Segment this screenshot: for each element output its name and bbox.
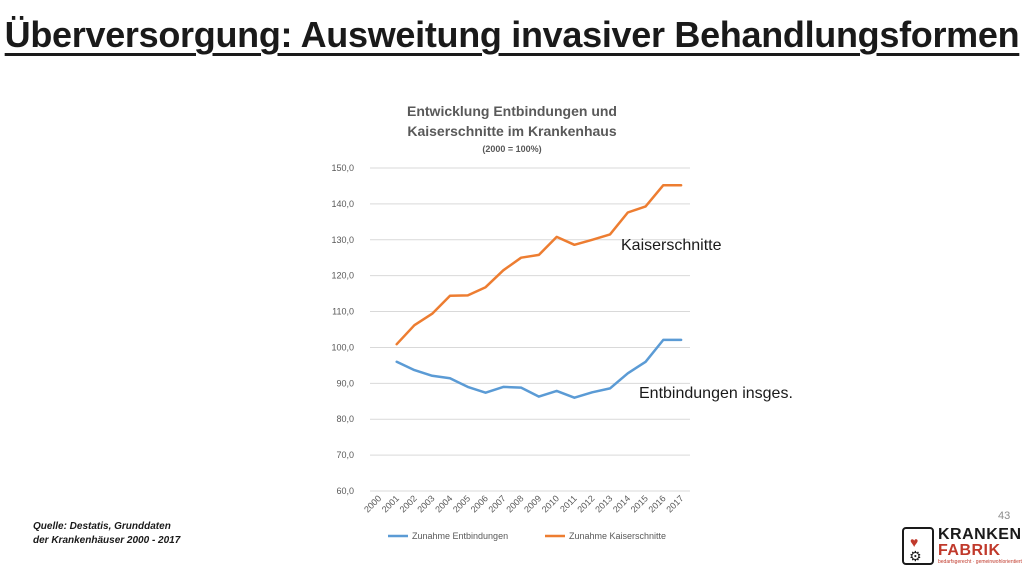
gear-icon: ⚙ (909, 548, 922, 564)
x-axis-tick-labels: 2000200120022003200420052006200720082009… (362, 493, 685, 514)
y-tick-label: 140,0 (331, 199, 354, 209)
x-tick-label: 2015 (629, 493, 650, 514)
y-tick-label: 100,0 (331, 342, 354, 352)
source-line-2: der Krankenhäuser 2000 - 2017 (33, 535, 181, 546)
legend-label: Zunahme Kaiserschnitte (569, 531, 666, 541)
series-line (395, 183, 683, 346)
page-number: 43 (998, 510, 1011, 522)
y-tick-label: 70,0 (336, 450, 354, 460)
x-tick-label: 2007 (487, 493, 508, 514)
series-lines (395, 183, 683, 399)
gridlines (370, 167, 690, 492)
chart-subtitle: (2000 = 100%) (482, 144, 541, 154)
callout-caesarean: Kaiserschnitte (621, 237, 722, 254)
x-tick-label: 2004 (433, 493, 454, 514)
y-axis-tick-labels: 60,0 70,0 80,0 90,0 100,0 110,0 120,0 130,0 140,… (331, 163, 354, 496)
y-tick-label: 110,0 (332, 307, 354, 317)
series-line (395, 338, 683, 399)
source-note: Quelle: Destatis, Grunddaten der Kranken… (33, 520, 180, 548)
logo-word-fabrik: FABRIK (938, 542, 1001, 559)
x-tick-label: 2008 (504, 493, 525, 514)
y-tick-label: 120,0 (331, 271, 354, 281)
x-tick-label: 2011 (558, 493, 579, 514)
y-tick-label: 150,0 (331, 163, 354, 173)
chart-title-line: Kaiserschnitte im Krankenhaus (407, 123, 617, 139)
heart-icon: ♥ (910, 534, 919, 550)
chart-title: Entwicklung Entbindungen und Kaiserschnit… (407, 103, 617, 154)
logo: ♥ ⚙ KRANKEN FABRIK bedarfsgerecht · geme… (902, 527, 1022, 567)
x-tick-label: 2010 (540, 493, 561, 514)
x-tick-label: 2000 (362, 493, 383, 514)
x-tick-label: 2012 (575, 493, 596, 514)
x-tick-label: 2016 (647, 493, 668, 514)
logo-badge: ♥ ⚙ (902, 527, 934, 565)
x-tick-label: 2001 (380, 493, 401, 514)
callout-births: Entbindungen insges. (639, 385, 793, 402)
x-tick-label: 2009 (522, 493, 543, 514)
y-tick-label: 90,0 (336, 378, 354, 388)
y-tick-label: 80,0 (336, 414, 354, 424)
slide-title: Überversorgung: Ausweitung invasiver Beh… (4, 14, 1020, 55)
x-tick-label: 2017 (664, 493, 685, 514)
x-tick-label: 2005 (451, 493, 472, 514)
chart-title-line: Entwicklung Entbindungen und (407, 103, 617, 119)
chart-legend: Zunahme Entbindungen Zunahme Kaiserschnit… (388, 531, 666, 541)
y-tick-label: 60,0 (336, 486, 354, 496)
x-tick-label: 2013 (593, 493, 614, 514)
logo-tagline: bedarfsgerecht · gemeinwohlorientiert (938, 559, 1022, 565)
x-tick-label: 2006 (469, 493, 490, 514)
legend-label: Zunahme Entbindungen (412, 531, 508, 541)
logo-word-kranken: KRANKEN (938, 526, 1022, 543)
x-tick-label: 2002 (398, 493, 419, 514)
source-line-1: Quelle: Destatis, Grunddaten (33, 521, 171, 532)
x-tick-label: 2003 (415, 493, 436, 514)
x-tick-label: 2014 (611, 493, 632, 514)
y-tick-label: 130,0 (331, 235, 354, 245)
